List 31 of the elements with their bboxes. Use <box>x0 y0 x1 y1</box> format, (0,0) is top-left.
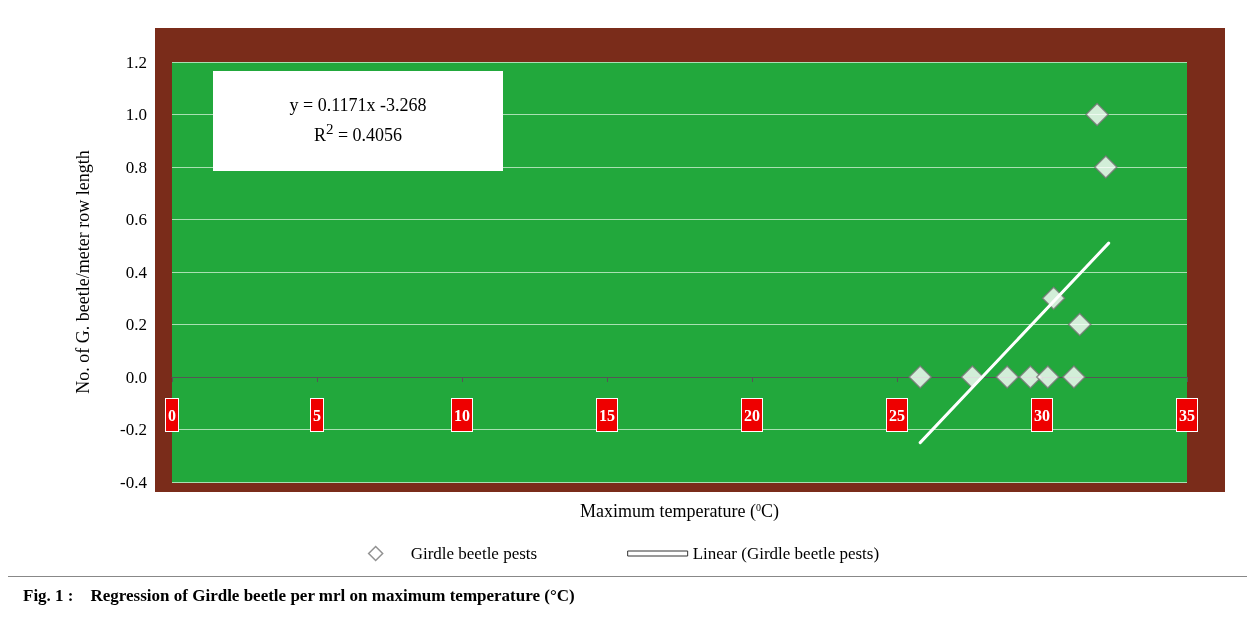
x-tick-label: 10 <box>454 406 470 424</box>
annotation: y = 0.1171x -3.268 <box>288 94 428 117</box>
x-tick-label: 30 <box>1034 406 1050 424</box>
legend-label: Linear (Girdle beetle pests) <box>692 544 880 563</box>
y-axis-title: No. of G. beetle/meter row length <box>73 150 93 394</box>
y-tick-label: -0.4 <box>120 472 148 492</box>
x-tick-label: 35 <box>1179 406 1195 424</box>
y-tick-label: 0.4 <box>125 262 148 282</box>
x-tick-label: 20 <box>744 406 760 424</box>
point <box>995 365 1019 389</box>
x-tick-label: 25 <box>889 406 905 424</box>
y-tick-label: -0.2 <box>120 420 147 439</box>
point <box>1062 365 1086 389</box>
y-tick-label: 0.6 <box>125 210 147 229</box>
point <box>1067 312 1092 337</box>
x-tick-label: 5 <box>313 406 321 424</box>
y-tick-label: 0.2 <box>125 315 147 334</box>
point <box>1085 102 1109 127</box>
y-tick-label: 0.0 <box>125 367 147 387</box>
x-tick-label: 15 <box>599 406 615 424</box>
y-tick-label: 0.8 <box>125 157 147 177</box>
legend-label: Girdle beetle pests <box>410 544 538 563</box>
point <box>908 365 932 389</box>
text: Fig. 1 : Regression of Girdle beetle per mrl on maximum temperature (°C) <box>23 586 575 605</box>
point <box>1094 155 1118 179</box>
point <box>1036 365 1060 389</box>
text-box: y = 0.1171x -3.268 R$^{2}$ = 0.4056 <box>213 71 503 171</box>
x-tick-label: 0 <box>168 406 176 424</box>
y-tick-label: 1.0 <box>125 105 147 124</box>
annotation: R$^{2}$ = 0.4056 <box>312 120 404 147</box>
y-tick-label: 1.2 <box>125 52 147 72</box>
